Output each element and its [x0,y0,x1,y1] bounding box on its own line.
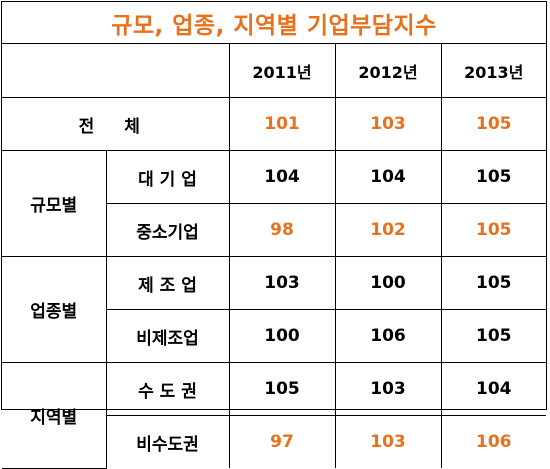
cell-value: 97 [228,415,336,468]
cell-value: 105 [440,309,546,363]
cell-value: 104 [440,362,546,416]
header-row: 2011년 2012년 2013년 [2,44,546,98]
row-label: 대 기 업 [105,150,230,204]
burden-index-table: 2011년 2012년 2013년 전 체 101 103 105 규모별 대 … [2,44,546,469]
cell-value: 105 [228,362,336,416]
cell-value: 105 [440,150,546,204]
cell-value: 105 [440,97,546,151]
row-label: 중소기업 [106,203,230,257]
row-label: 제 조 업 [105,256,230,310]
cell-value: 104 [334,150,442,204]
group-label-industry: 업종별 [2,256,107,363]
table-row: 업종별 제 조 업 103 100 105 [2,256,546,363]
cell-value: 103 [334,362,442,416]
year-header-2013: 2013년 [440,44,546,98]
cell-value: 98 [228,203,336,257]
row-label-total: 전 체 [2,97,230,151]
row-label: 수 도 권 [105,362,230,416]
group-label-size: 규모별 [2,150,107,257]
table-row: 지역별 수 도 권 105 103 104 [2,362,546,469]
year-header-2011: 2011년 [228,44,336,98]
header-empty-cell [2,44,230,98]
page-title: 규모, 업종, 지역별 기업부담지수 [2,2,546,44]
table-row-total: 전 체 101 103 105 [2,97,546,151]
table-row: 비제조업 100 106 105 [2,309,546,363]
cell-value: 106 [440,415,546,468]
cell-value: 100 [228,309,336,363]
cell-value: 101 [228,97,336,151]
table-row: 규모별 대 기 업 104 104 105 [2,150,546,257]
cell-value: 102 [334,203,442,257]
cell-value: 105 [440,203,546,257]
cell-value: 104 [228,150,336,204]
row-label: 비제조업 [106,309,230,363]
year-header-2012: 2012년 [334,44,442,98]
row-label: 비수도권 [106,415,230,468]
cell-value: 103 [334,415,442,468]
cell-value: 105 [440,256,546,310]
cell-value: 103 [228,256,336,310]
cell-value: 106 [334,309,442,363]
group-label-region: 지역별 [2,362,107,469]
cell-value: 103 [334,97,442,151]
cell-value: 100 [334,256,442,310]
